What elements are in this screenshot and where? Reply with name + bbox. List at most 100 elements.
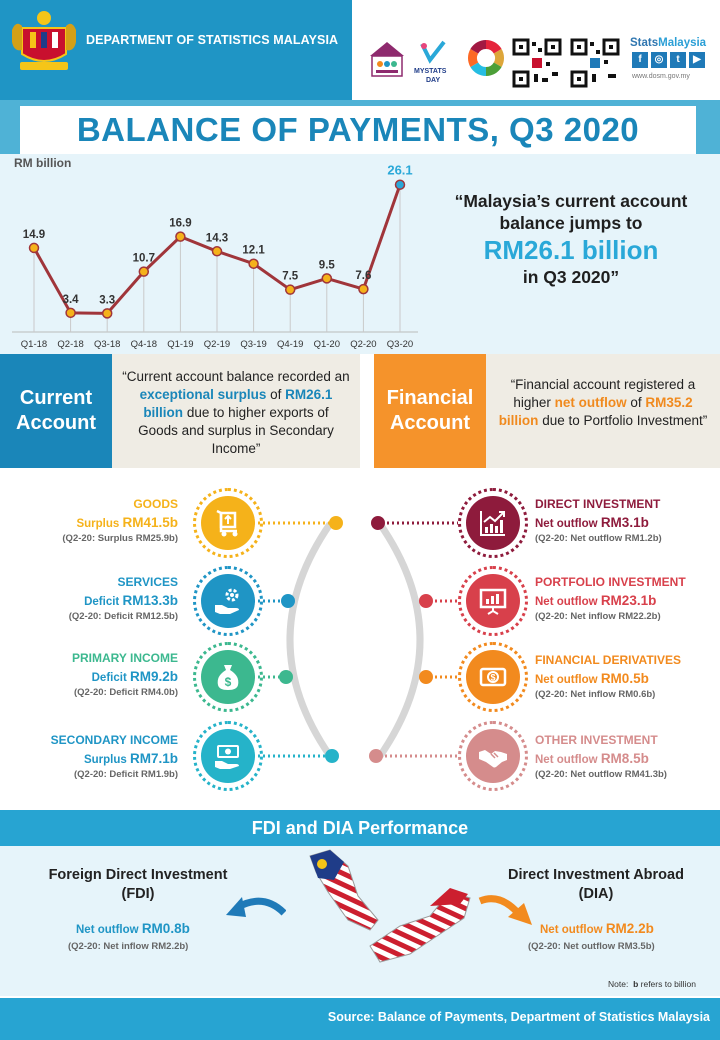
financial-derivatives-badge: $ [458,642,528,712]
qr-code-social-icon[interactable] [570,38,620,88]
data-point [321,273,333,284]
data-label: 16.9 [169,218,191,230]
x-tick-label: Q1-18 [21,339,47,350]
malaysia-crest-icon [12,11,76,70]
chart-y-unit: RM billion [14,156,72,170]
data-point [138,266,150,277]
headline-quote: “Malaysia’s current account balance jump… [440,190,702,288]
data-point [211,246,223,257]
fdi-title-bar [0,810,720,846]
current-account-summary: “Current account balance recorded an exc… [112,354,360,468]
x-tick-label: Q2-20 [350,339,376,350]
current-account-label: Current Account [0,354,112,468]
qr-code-icon[interactable] [512,38,562,88]
svg-text:$: $ [225,675,232,689]
quote-highlight: RM26.1 billion [483,235,659,265]
portfolio-investment-name: PORTFOLIO INVESTMENT [535,575,686,589]
facebook-icon[interactable]: f [632,52,648,68]
services-badge [193,566,263,636]
goods-previous: (Q2-20: Surplus RM25.9b) [62,533,178,544]
youtube-icon[interactable]: ▶ [689,52,705,68]
other-investment-name: OTHER INVESTMENT [535,733,658,747]
data-label: 3.4 [63,294,80,306]
data-label: 9.5 [319,259,336,271]
services-value: Deficit RM13.3b [84,593,178,608]
x-tick-label: Q4-18 [131,339,157,350]
stats-malaysia-brand: StatsMalaysia [630,37,707,49]
financial-derivatives-value: Net outflow RM0.5b [535,671,649,686]
mystats-label: MYSTATS [414,68,447,75]
portfolio-investment-previous: (Q2-20: Net inflow RM22.2b) [535,611,661,622]
cash-hand-icon [215,745,239,769]
x-tick-label: Q1-19 [167,339,193,350]
source-bar [0,998,720,1040]
primary-income-previous: (Q2-20: Deficit RM4.0b) [74,687,178,698]
growth-chart-icon [480,511,505,536]
financial-account-summary: “Financial account registered a higher n… [486,354,720,468]
primary-income-name: PRIMARY INCOME [71,651,178,665]
other-investment-badge [458,721,528,791]
sdg-wheel-icon [467,39,505,77]
data-label: 26.1 [387,163,412,178]
data-point [358,283,369,295]
twitter-icon[interactable]: t [670,52,686,68]
portfolio-investment-badge [458,566,528,636]
fdi-heading: Foreign Direct Investment (FDI) [48,867,228,902]
other-investment-value: Net outflow RM8.5b [535,751,649,766]
data-label: 14.9 [23,229,45,241]
dia-value: Net outflow RM2.2b [540,921,654,936]
x-tick-label: Q3-19 [240,339,266,350]
website-link[interactable]: www.dosm.gov.my [632,73,690,80]
goods-value: Surplus RM41.5b [76,515,178,530]
data-point [101,308,113,319]
data-point [65,307,76,319]
note: Note: b refers to billion [608,979,696,989]
direct-investment-previous: (Q2-20: Net outflow RM1.2b) [535,533,662,544]
x-tick-label: Q4-19 [277,339,303,350]
secondary-income-value: Surplus RM7.1b [83,751,178,766]
page-title: BALANCE OF PAYMENTS, Q3 2020 [76,111,640,148]
x-tick-label: Q3-20 [387,339,413,350]
mystats-day-logo-icon [420,40,446,64]
data-point [248,258,259,269]
services-previous: (Q2-20: Deficit RM12.5b) [68,611,178,622]
quote-line-3: in Q3 2020” [522,267,620,287]
services-name: SERVICES [117,575,178,589]
money-bag-icon: $ [217,665,239,690]
dia-previous: (Q2-20: Net outflow RM3.5b) [528,941,655,952]
dia-heading: Direct Investment Abroad (DIA) [508,867,684,902]
data-point [28,242,40,254]
title-box [20,106,696,154]
direct-investment-badge [458,488,528,558]
direct-investment-value: Net outflow RM3.1b [535,515,649,530]
portfolio-investment-value: Net outflow RM23.1b [535,593,657,608]
financial-derivatives-previous: (Q2-20: Net inflow RM0.6b) [535,689,656,700]
instagram-icon[interactable]: ◎ [651,52,667,68]
fdi-value: Net outflow RM0.8b [76,921,190,936]
current-account-line-chart: 14.9 Q1-18 3.4 Q2-18 3.3 Q3-18 10.7 Q4-18 16.9 Q1… [12,163,418,350]
handshake-icon [479,750,507,768]
secondary-income-previous: (Q2-20: Deficit RM1.9b) [74,769,178,780]
data-point [284,284,296,295]
dia-arrow-icon [478,895,532,925]
trolley-icon [216,509,238,537]
census-logo-icon [370,42,404,77]
data-label: 10.7 [133,253,155,265]
fdi-arrow-icon [226,897,286,917]
x-tick-label: Q2-18 [57,339,83,350]
fdi-previous: (Q2-20: Net inflow RM2.2b) [68,941,189,952]
fdi-section-title: FDI and DIA Performance [251,818,469,838]
goods-name: GOODS [133,497,178,511]
primary-income-badge: $ [193,642,263,712]
direct-investment-name: DIRECT INVESTMENT [535,497,661,511]
presentation-icon [479,588,507,615]
primary-income-value: Deficit RM9.2b [91,669,178,684]
x-tick-label: Q1-20 [314,339,340,350]
data-label: 14.3 [206,232,228,244]
data-label: 12.1 [242,245,265,257]
x-tick-label: Q3-18 [94,339,120,350]
department-name: DEPARTMENT OF STATISTICS MALAYSIA [86,33,339,47]
other-investment-previous: (Q2-20: Net outflow RM41.3b) [535,769,667,780]
data-point [175,231,186,242]
